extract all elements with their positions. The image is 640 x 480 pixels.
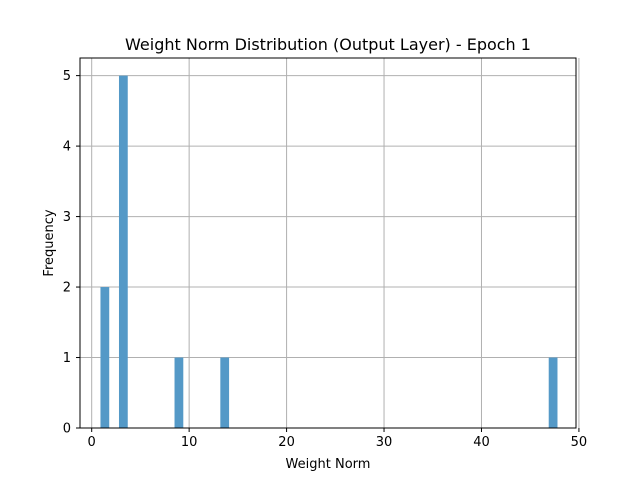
histogram-bar: [100, 287, 110, 428]
x-axis-label: Weight Norm: [286, 457, 371, 472]
grid-lines: [80, 58, 580, 429]
y-tick-label: 4: [63, 140, 71, 155]
histogram-bar: [174, 357, 184, 428]
x-tick-label: 20: [278, 435, 295, 450]
x-axis-ticks: 0 10 20 30 40 50: [88, 428, 588, 450]
x-tick-label: 50: [571, 435, 588, 450]
histogram-bar: [220, 357, 230, 428]
y-tick-label: 5: [63, 69, 71, 84]
x-tick-label: 0: [88, 435, 96, 450]
x-tick-label: 30: [376, 435, 393, 450]
y-tick-label: 1: [63, 351, 71, 366]
x-tick-label: 10: [181, 435, 198, 450]
x-tick-label: 40: [473, 435, 490, 450]
histogram-bar: [548, 357, 558, 428]
y-axis-ticks: 0 1 2 3 4 5: [63, 69, 80, 437]
y-axis-label: Frequency: [42, 209, 57, 276]
plot-frame: [79, 57, 577, 429]
bars: [100, 75, 558, 428]
histogram-bar: [118, 75, 128, 428]
y-tick-label: 2: [63, 281, 71, 296]
y-tick-label: 3: [63, 210, 71, 225]
y-tick-label: 0: [63, 422, 71, 437]
chart-title: Weight Norm Distribution (Output Layer) …: [125, 35, 531, 54]
